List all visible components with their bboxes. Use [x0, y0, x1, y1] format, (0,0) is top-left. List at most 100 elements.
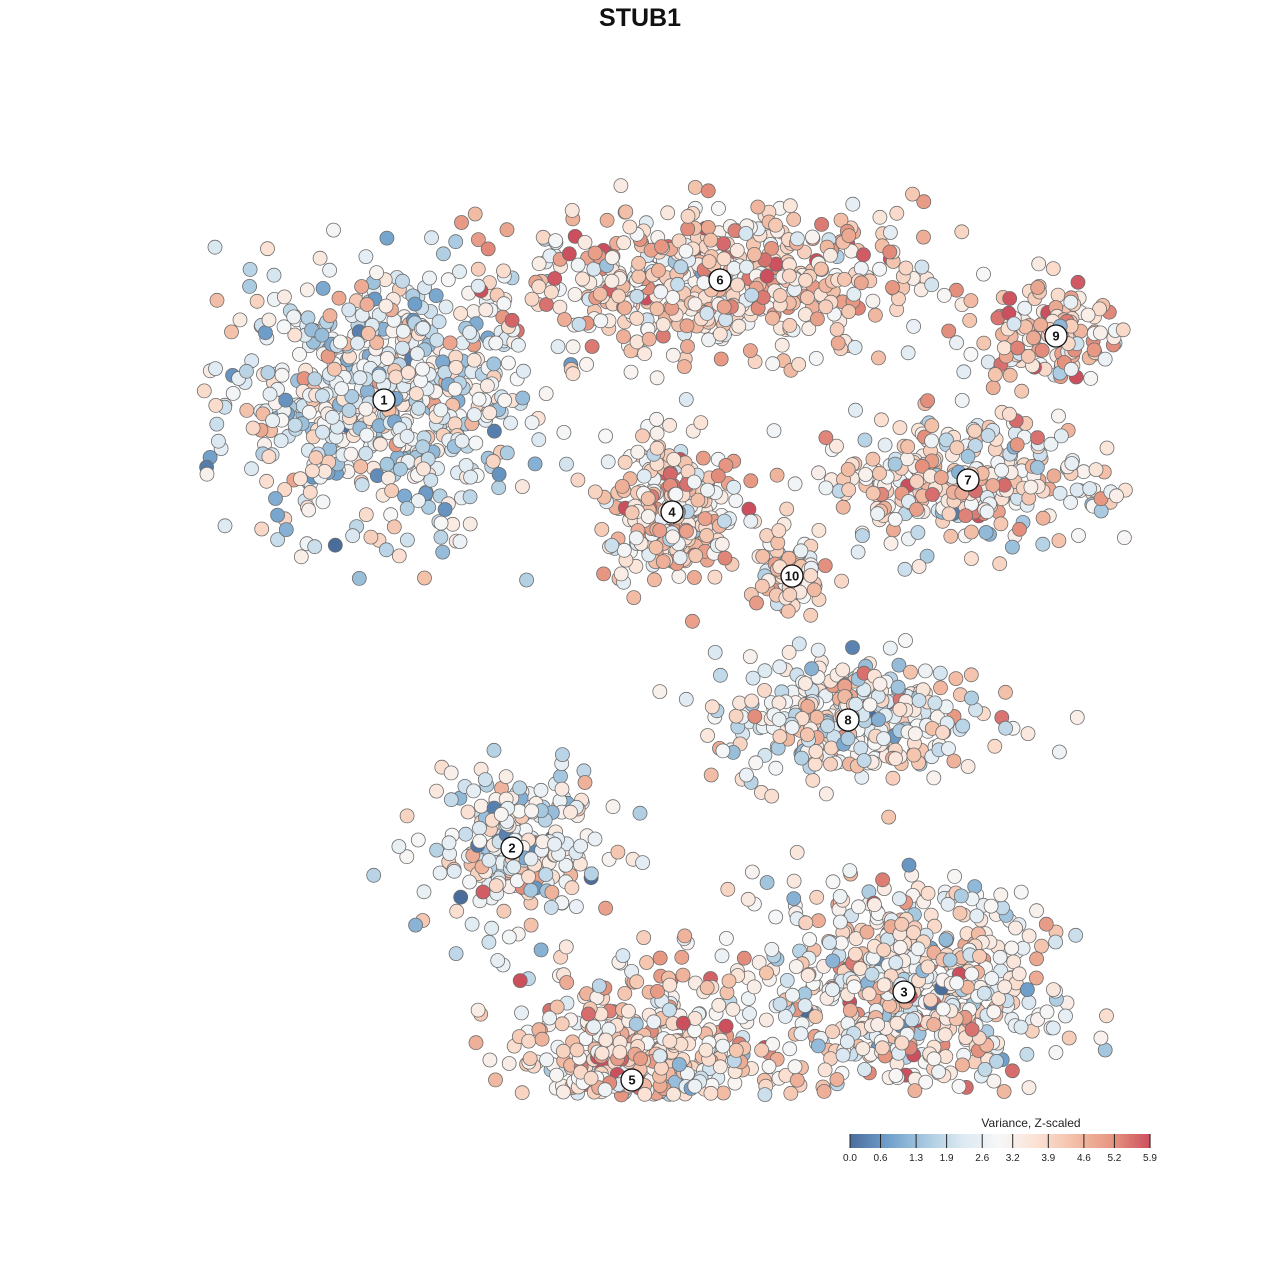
data-point [565, 366, 581, 382]
data-point [823, 756, 838, 772]
data-point [440, 272, 456, 288]
data-point [1054, 428, 1069, 444]
data-point [596, 566, 611, 582]
data-point [900, 439, 916, 455]
data-point [898, 633, 913, 648]
data-point [782, 198, 798, 214]
data-point [1082, 481, 1098, 497]
data-point [814, 216, 829, 232]
data-point [628, 1016, 644, 1032]
data-point [765, 356, 781, 372]
data-point [789, 1072, 805, 1088]
data-point [550, 339, 566, 355]
data-point [730, 277, 745, 293]
data-point [466, 407, 482, 423]
data-point [312, 250, 328, 266]
data-point [605, 799, 621, 815]
data-point [818, 299, 834, 315]
data-point [555, 747, 570, 762]
data-point [552, 299, 568, 315]
data-point [262, 386, 278, 402]
data-point [199, 466, 215, 482]
data-point [825, 874, 841, 890]
data-point [833, 914, 848, 930]
data-point [460, 804, 476, 820]
data-point [652, 684, 668, 699]
data-point [1026, 330, 1041, 346]
data-point [274, 367, 290, 383]
data-point [594, 522, 610, 537]
data-point [918, 663, 933, 679]
data-point [381, 470, 396, 486]
data-point [906, 925, 921, 940]
data-point [693, 415, 709, 431]
data-point [757, 1087, 773, 1102]
data-point [798, 676, 813, 691]
data-point [1002, 406, 1017, 422]
data-point [501, 1056, 517, 1071]
data-point [244, 461, 259, 477]
data-point [906, 318, 921, 334]
data-point [933, 470, 949, 485]
data-point [1006, 316, 1022, 332]
data-point [448, 946, 464, 961]
data-point [782, 317, 798, 333]
data-point [482, 1052, 498, 1068]
data-point [521, 869, 536, 885]
data-point [738, 225, 754, 241]
data-point [391, 839, 407, 854]
data-point [629, 310, 645, 326]
data-point [710, 468, 726, 484]
data-point [587, 484, 603, 500]
data-point [963, 667, 979, 683]
data-point [892, 940, 908, 955]
data-point [964, 690, 979, 706]
cluster-label-text: 1 [380, 393, 387, 408]
data-point [399, 428, 415, 444]
data-point [810, 642, 826, 658]
legend-colorbar [850, 1134, 1151, 1148]
data-point [512, 780, 528, 796]
data-point [239, 363, 254, 379]
data-point [1034, 342, 1050, 358]
data-point [586, 1019, 602, 1035]
data-point [700, 728, 715, 743]
data-point [409, 346, 425, 362]
data-point [707, 645, 723, 660]
data-point [800, 290, 815, 306]
data-point [935, 725, 951, 740]
data-point [1028, 970, 1044, 986]
data-point [807, 756, 823, 772]
data-point [615, 948, 631, 963]
data-point [652, 950, 668, 966]
data-point [468, 435, 484, 451]
data-point [647, 572, 662, 588]
data-point [515, 390, 531, 406]
data-point [889, 205, 905, 221]
data-point [616, 329, 631, 345]
data-point [604, 273, 620, 289]
data-point [652, 1048, 668, 1064]
data-point [481, 852, 497, 868]
data-point [632, 805, 648, 821]
data-point [594, 1045, 610, 1061]
data-point [395, 340, 410, 356]
cluster-label-text: 7 [964, 473, 971, 488]
data-point [462, 874, 478, 890]
data-point [622, 219, 638, 235]
data-point [932, 665, 948, 681]
data-point [616, 235, 632, 251]
data-point [1115, 322, 1131, 338]
data-point [955, 1057, 970, 1073]
data-point [677, 359, 692, 375]
data-point [783, 1085, 799, 1101]
data-point [479, 378, 495, 394]
data-point [611, 288, 626, 304]
data-point [905, 186, 920, 202]
data-point [287, 417, 303, 433]
data-point [778, 1009, 793, 1024]
data-point [598, 428, 613, 444]
data-point [766, 423, 782, 439]
data-point [491, 466, 507, 482]
data-point [1033, 317, 1048, 333]
